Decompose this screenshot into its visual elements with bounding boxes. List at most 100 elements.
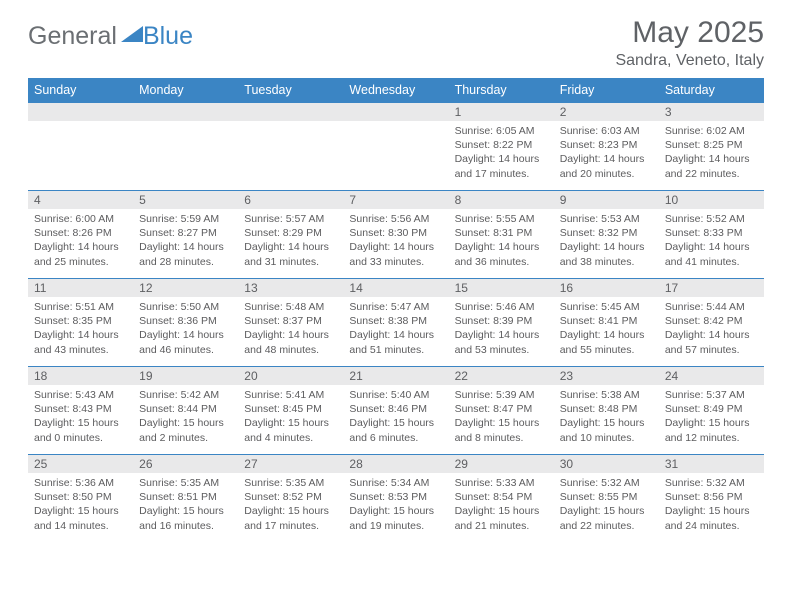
weekday-header: Saturday: [659, 78, 764, 103]
date-number: 23: [554, 367, 659, 385]
day-info: Sunrise: 5:52 AMSunset: 8:33 PMDaylight:…: [659, 209, 764, 269]
day-cell: 29Sunrise: 5:33 AMSunset: 8:54 PMDayligh…: [449, 455, 554, 543]
day-info: Sunrise: 5:39 AMSunset: 8:47 PMDaylight:…: [449, 385, 554, 445]
day-info: Sunrise: 5:53 AMSunset: 8:32 PMDaylight:…: [554, 209, 659, 269]
calendar-page: General Blue May 2025 Sandra, Veneto, It…: [0, 0, 792, 543]
day-cell: 23Sunrise: 5:38 AMSunset: 8:48 PMDayligh…: [554, 367, 659, 455]
date-number: 26: [133, 455, 238, 473]
day-info: Sunrise: 5:32 AMSunset: 8:56 PMDaylight:…: [659, 473, 764, 533]
day-info: Sunrise: 5:42 AMSunset: 8:44 PMDaylight:…: [133, 385, 238, 445]
day-info: Sunrise: 5:46 AMSunset: 8:39 PMDaylight:…: [449, 297, 554, 357]
date-number: 13: [238, 279, 343, 297]
day-info: Sunrise: 5:44 AMSunset: 8:42 PMDaylight:…: [659, 297, 764, 357]
day-cell: 8Sunrise: 5:55 AMSunset: 8:31 PMDaylight…: [449, 191, 554, 279]
day-cell: 7Sunrise: 5:56 AMSunset: 8:30 PMDaylight…: [343, 191, 448, 279]
day-cell: 27Sunrise: 5:35 AMSunset: 8:52 PMDayligh…: [238, 455, 343, 543]
weekday-header: Thursday: [449, 78, 554, 103]
date-number: 12: [133, 279, 238, 297]
date-number: 27: [238, 455, 343, 473]
brand-part1: General: [28, 22, 117, 51]
day-info: Sunrise: 5:32 AMSunset: 8:55 PMDaylight:…: [554, 473, 659, 533]
empty-date-band: [133, 103, 238, 121]
date-number: 25: [28, 455, 133, 473]
empty-date-band: [238, 103, 343, 121]
day-cell: 22Sunrise: 5:39 AMSunset: 8:47 PMDayligh…: [449, 367, 554, 455]
brand-part2: Blue: [143, 22, 193, 51]
date-number: 30: [554, 455, 659, 473]
day-cell: 3Sunrise: 6:02 AMSunset: 8:25 PMDaylight…: [659, 103, 764, 191]
day-info: Sunrise: 5:43 AMSunset: 8:43 PMDaylight:…: [28, 385, 133, 445]
day-cell: 9Sunrise: 5:53 AMSunset: 8:32 PMDaylight…: [554, 191, 659, 279]
day-cell: 4Sunrise: 6:00 AMSunset: 8:26 PMDaylight…: [28, 191, 133, 279]
weekday-header: Monday: [133, 78, 238, 103]
day-info: Sunrise: 5:50 AMSunset: 8:36 PMDaylight:…: [133, 297, 238, 357]
week-row: 4Sunrise: 6:00 AMSunset: 8:26 PMDaylight…: [28, 191, 764, 279]
empty-date-band: [28, 103, 133, 121]
day-cell: 10Sunrise: 5:52 AMSunset: 8:33 PMDayligh…: [659, 191, 764, 279]
date-number: 2: [554, 103, 659, 121]
month-title: May 2025: [615, 16, 764, 50]
day-cell: 30Sunrise: 5:32 AMSunset: 8:55 PMDayligh…: [554, 455, 659, 543]
day-cell: 12Sunrise: 5:50 AMSunset: 8:36 PMDayligh…: [133, 279, 238, 367]
location: Sandra, Veneto, Italy: [615, 52, 764, 70]
day-cell: 21Sunrise: 5:40 AMSunset: 8:46 PMDayligh…: [343, 367, 448, 455]
day-info: Sunrise: 5:37 AMSunset: 8:49 PMDaylight:…: [659, 385, 764, 445]
date-number: 22: [449, 367, 554, 385]
date-number: 19: [133, 367, 238, 385]
day-cell: 15Sunrise: 5:46 AMSunset: 8:39 PMDayligh…: [449, 279, 554, 367]
day-cell: 20Sunrise: 5:41 AMSunset: 8:45 PMDayligh…: [238, 367, 343, 455]
header: General Blue May 2025 Sandra, Veneto, It…: [28, 16, 764, 70]
weekday-header: Tuesday: [238, 78, 343, 103]
day-info: Sunrise: 5:36 AMSunset: 8:50 PMDaylight:…: [28, 473, 133, 533]
weekday-header: Friday: [554, 78, 659, 103]
date-number: 31: [659, 455, 764, 473]
day-cell: [28, 103, 133, 191]
day-info: Sunrise: 5:56 AMSunset: 8:30 PMDaylight:…: [343, 209, 448, 269]
date-number: 20: [238, 367, 343, 385]
logo-triangle-icon: [121, 26, 143, 42]
title-block: May 2025 Sandra, Veneto, Italy: [615, 16, 764, 70]
day-cell: 26Sunrise: 5:35 AMSunset: 8:51 PMDayligh…: [133, 455, 238, 543]
week-row: 11Sunrise: 5:51 AMSunset: 8:35 PMDayligh…: [28, 279, 764, 367]
week-row: 25Sunrise: 5:36 AMSunset: 8:50 PMDayligh…: [28, 455, 764, 543]
date-number: 10: [659, 191, 764, 209]
day-cell: 5Sunrise: 5:59 AMSunset: 8:27 PMDaylight…: [133, 191, 238, 279]
weekday-header: Wednesday: [343, 78, 448, 103]
day-cell: [238, 103, 343, 191]
day-cell: 28Sunrise: 5:34 AMSunset: 8:53 PMDayligh…: [343, 455, 448, 543]
date-number: 15: [449, 279, 554, 297]
date-number: 14: [343, 279, 448, 297]
day-info: Sunrise: 5:47 AMSunset: 8:38 PMDaylight:…: [343, 297, 448, 357]
day-info: Sunrise: 5:57 AMSunset: 8:29 PMDaylight:…: [238, 209, 343, 269]
date-number: 29: [449, 455, 554, 473]
day-info: Sunrise: 5:55 AMSunset: 8:31 PMDaylight:…: [449, 209, 554, 269]
day-info: Sunrise: 6:00 AMSunset: 8:26 PMDaylight:…: [28, 209, 133, 269]
day-cell: [343, 103, 448, 191]
date-number: 5: [133, 191, 238, 209]
day-info: Sunrise: 5:33 AMSunset: 8:54 PMDaylight:…: [449, 473, 554, 533]
day-cell: 31Sunrise: 5:32 AMSunset: 8:56 PMDayligh…: [659, 455, 764, 543]
day-cell: 24Sunrise: 5:37 AMSunset: 8:49 PMDayligh…: [659, 367, 764, 455]
calendar-table: Sunday Monday Tuesday Wednesday Thursday…: [28, 78, 764, 543]
day-cell: 14Sunrise: 5:47 AMSunset: 8:38 PMDayligh…: [343, 279, 448, 367]
empty-date-band: [343, 103, 448, 121]
day-info: Sunrise: 5:48 AMSunset: 8:37 PMDaylight:…: [238, 297, 343, 357]
day-info: Sunrise: 5:51 AMSunset: 8:35 PMDaylight:…: [28, 297, 133, 357]
day-info: Sunrise: 5:59 AMSunset: 8:27 PMDaylight:…: [133, 209, 238, 269]
day-info: Sunrise: 6:03 AMSunset: 8:23 PMDaylight:…: [554, 121, 659, 181]
day-cell: 19Sunrise: 5:42 AMSunset: 8:44 PMDayligh…: [133, 367, 238, 455]
week-row: 1Sunrise: 6:05 AMSunset: 8:22 PMDaylight…: [28, 103, 764, 191]
day-info: Sunrise: 5:35 AMSunset: 8:51 PMDaylight:…: [133, 473, 238, 533]
date-number: 7: [343, 191, 448, 209]
brand-logo: General Blue: [28, 22, 193, 51]
date-number: 4: [28, 191, 133, 209]
day-info: Sunrise: 6:02 AMSunset: 8:25 PMDaylight:…: [659, 121, 764, 181]
day-info: Sunrise: 5:45 AMSunset: 8:41 PMDaylight:…: [554, 297, 659, 357]
day-cell: 18Sunrise: 5:43 AMSunset: 8:43 PMDayligh…: [28, 367, 133, 455]
date-number: 24: [659, 367, 764, 385]
day-info: Sunrise: 5:40 AMSunset: 8:46 PMDaylight:…: [343, 385, 448, 445]
weekday-header-row: Sunday Monday Tuesday Wednesday Thursday…: [28, 78, 764, 103]
date-number: 9: [554, 191, 659, 209]
week-row: 18Sunrise: 5:43 AMSunset: 8:43 PMDayligh…: [28, 367, 764, 455]
date-number: 16: [554, 279, 659, 297]
